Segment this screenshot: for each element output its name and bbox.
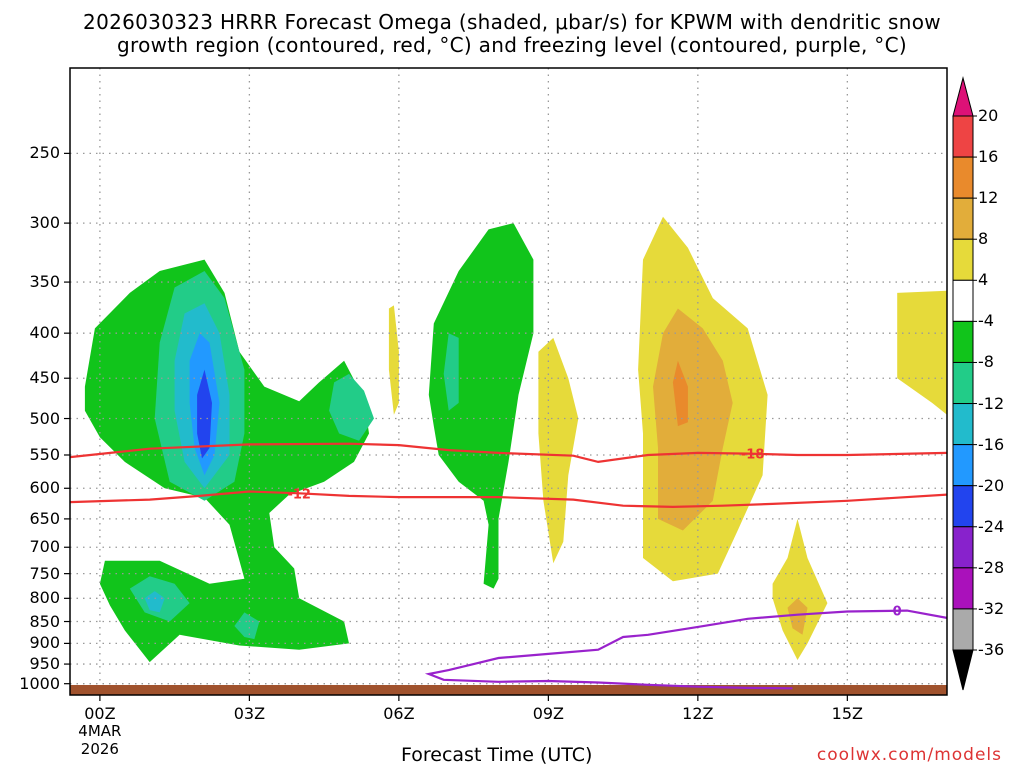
omega-region-11 [388,305,399,415]
omega-region-5 [234,612,260,640]
y-tick-label-500: 500 [29,408,60,428]
y-tick-label-900: 900 [29,633,60,653]
omega-region-15 [897,290,947,415]
colorbar-band--32-to--28 [952,567,974,610]
omega-region-16 [653,308,733,531]
y-tick-label-300: 300 [29,213,60,233]
colorbar-band--99-to--36 [952,649,974,691]
y-tick-label-450: 450 [29,368,60,388]
colorbar-band--4-to-4 [952,279,974,322]
x-tick-sublabel-2026: 2026 [80,740,119,758]
colorbar-tick-label--8: -8 [978,352,994,372]
colorbar-tick-label--32: -32 [978,598,1005,618]
omega-region-10 [197,369,212,459]
colorbar-tick-label--20: -20 [978,475,1005,495]
y-tick-label-750: 750 [29,563,60,583]
terrain-strip [70,685,947,695]
colorbar-band--16-to--12 [952,403,974,446]
colorbar-band-20-to-99 [952,76,974,117]
colorbar-tick-label-20: 20 [978,106,999,125]
x-tick-label-00Z: 00Z [84,704,116,723]
x-tick-label-12Z: 12Z [682,704,714,723]
colorbar-band-8-to-12 [952,197,974,240]
colorbar-tick-label--12: -12 [978,393,1005,413]
colorbar-band--8-to--4 [952,320,974,363]
colorbar-tick-label--24: -24 [978,516,1005,536]
colorbar-band--28-to--24 [952,526,974,569]
y-tick-label-550: 550 [29,444,60,464]
colorbar-tick-label--28: -28 [978,557,1005,577]
colorbar-tick-label-4: 4 [978,270,989,290]
omega-region-1 [428,223,534,589]
contour-label-0: 0 [893,605,902,620]
omega-region-3 [329,373,374,441]
y-tick-label-950: 950 [29,654,60,674]
colorbar-tick-label--4: -4 [978,311,994,331]
colorbar-band-16-to-20 [952,115,974,158]
omega-region-12 [538,337,579,564]
y-tick-label-250: 250 [29,143,60,163]
colorbar-band--12-to--8 [952,361,974,405]
y-tick-label-1000: 1000 [19,673,60,693]
colorbar-tick-label-16: 16 [978,147,999,167]
omega-region-18 [672,360,688,427]
colorbar-band-4-to-8 [952,238,974,281]
y-tick-label-700: 700 [29,537,60,557]
colorbar-tick-label--16: -16 [978,434,1005,454]
contour-label--18: -18 [741,448,765,463]
colorbar-band--24-to--20 [952,485,974,528]
x-axis-label: Forecast Time (UTC) [401,744,593,766]
omega-region-8 [144,591,165,613]
omega-region-14 [772,518,828,660]
x-tick-label-09Z: 09Z [532,704,565,723]
colorbar-tick-label-8: 8 [978,229,989,249]
contour-line-0 [424,609,947,690]
chart-title-line-2: growth region (contoured, red, °C) and f… [117,33,907,57]
x-tick-label-03Z: 03Z [233,704,266,723]
x-tick-label-06Z: 06Z [383,704,415,723]
y-tick-label-400: 400 [29,323,60,343]
y-tick-label-600: 600 [29,478,60,498]
contour-line--12 [70,490,947,509]
contour-label--12: -12 [287,487,311,502]
credit-link[interactable]: coolwx.com/models [816,745,1002,765]
colorbar-tick-label-12: 12 [978,188,999,208]
colorbar-band--20-to--16 [952,444,974,487]
omega-region-6 [443,333,459,411]
plot-frame [69,67,948,696]
y-tick-label-800: 800 [29,588,60,608]
y-tick-label-850: 850 [29,611,60,631]
y-tick-label-350: 350 [29,272,60,292]
omega-region-17 [787,598,808,635]
contour-line--18 [70,442,947,464]
colorbar-band--36-to--32 [952,608,974,651]
colorbar-band-12-to-16 [952,156,974,199]
x-tick-label-15Z: 15Z [831,704,863,723]
chart-title-line-1: 2026030323 HRRR Forecast Omega (shaded, … [83,10,941,34]
x-tick-sublabel-4MAR: 4MAR [78,722,122,740]
colorbar-tick-label--36: -36 [978,640,1005,659]
y-tick-label-650: 650 [29,508,60,528]
